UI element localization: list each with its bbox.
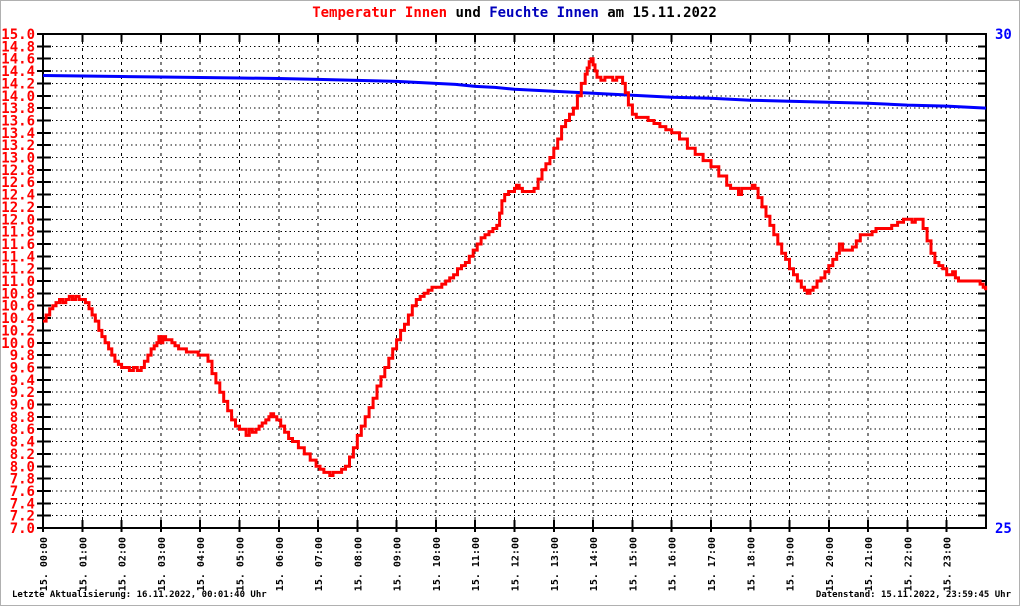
x-tick-label: 15. 07:00 <box>314 537 325 591</box>
y-left-tick-label: 7.6 <box>10 484 35 500</box>
title-connector: und <box>447 5 490 21</box>
x-tick-label: 15. 23:00 <box>943 537 954 591</box>
y-left-tick-label: 14.6 <box>1 52 35 68</box>
x-tick-label: 15. 10:00 <box>432 537 443 591</box>
x-tick-label: 15. 17:00 <box>707 537 718 591</box>
x-tick-label: 15. 03:00 <box>157 537 168 591</box>
x-tick-label: 15. 16:00 <box>668 537 679 591</box>
y-left-tick-label: 14.0 <box>1 89 35 105</box>
x-tick-label: 15. 22:00 <box>903 537 914 591</box>
y-left-tick-label: 9.6 <box>10 361 35 377</box>
x-tick-label: 15. 01:00 <box>78 537 89 591</box>
temperature-series-line <box>43 57 988 477</box>
y-left-tick-label: 12.2 <box>1 200 35 216</box>
y-left-tick-label: 11.4 <box>1 249 35 265</box>
y-left-tick-label: 7.8 <box>10 472 35 488</box>
x-tick-label: 15. 18:00 <box>746 537 757 591</box>
x-tick-label: 15. 08:00 <box>353 537 364 591</box>
y-left-tick-label: 8.2 <box>10 447 35 463</box>
y-left-tick-label: 7.0 <box>10 521 35 537</box>
plot-border <box>42 33 987 529</box>
x-tick-label: 15. 00:00 <box>39 537 50 591</box>
y-left-tick-label: 12.0 <box>1 212 35 228</box>
y-left-tick-label: 9.0 <box>10 398 35 414</box>
title-temperature-series: Temperatur Innen <box>312 5 448 21</box>
y-left-tick-label: 14.2 <box>1 76 35 92</box>
y-left-tick-label: 11.6 <box>1 237 35 253</box>
y-left-tick-label: 10.6 <box>1 299 35 315</box>
y-left-tick-label: 13.8 <box>1 101 35 117</box>
humidity-series-line <box>42 74 987 110</box>
title-humidity-series: Feuchte Innen <box>489 5 599 21</box>
y-left-tick-label: 11.0 <box>1 274 35 290</box>
x-tick-label: 15. 15:00 <box>628 537 639 591</box>
y-left-tick-label: 10.4 <box>1 311 35 327</box>
y-left-tick-label: 14.8 <box>1 39 35 55</box>
y-left-tick-label: 13.0 <box>1 151 35 167</box>
x-tick-label: 15. 02:00 <box>118 537 129 591</box>
x-tick-label: 15. 04:00 <box>196 537 207 591</box>
y-left-tick-label: 8.8 <box>10 410 35 426</box>
y-left-tick-label: 10.0 <box>1 336 35 352</box>
x-tick-label: 15. 09:00 <box>393 537 404 591</box>
y-right-min-label: 25 <box>995 521 1012 537</box>
title-date: am 15.11.2022 <box>598 5 717 21</box>
y-left-tick-label: 13.4 <box>1 126 35 142</box>
x-tick-label: 15. 14:00 <box>589 537 600 591</box>
y-left-tick-label: 8.0 <box>10 459 35 475</box>
x-tick-label: 15. 06:00 <box>275 537 286 591</box>
y-left-tick-label: 8.4 <box>10 435 35 451</box>
chart-title: Temperatur Innen und Feuchte Innen am 15… <box>43 5 986 21</box>
y-left-tick-label: 7.4 <box>10 496 35 512</box>
y-left-tick-label: 12.4 <box>1 188 35 204</box>
y-left-tick-label: 11.8 <box>1 225 35 241</box>
y-left-tick-label: 9.2 <box>10 385 35 401</box>
y-left-tick-label: 10.2 <box>1 323 35 339</box>
last-update-text: Letzte Aktualisierung: 16.11.2022, 00:01… <box>12 590 267 600</box>
x-tick-label: 15. 20:00 <box>825 537 836 591</box>
x-tick-label: 15. 21:00 <box>864 537 875 591</box>
y-left-tick-label: 14.4 <box>1 64 35 80</box>
y-right-max-label: 30 <box>995 27 1012 43</box>
y-left-tick-label: 9.4 <box>10 373 35 389</box>
y-left-tick-label: 10.8 <box>1 286 35 302</box>
y-left-tick-label: 7.2 <box>10 509 35 525</box>
y-left-tick-label: 13.2 <box>1 138 35 154</box>
x-tick-label: 15. 12:00 <box>511 537 522 591</box>
y-left-tick-label: 9.8 <box>10 348 35 364</box>
y-left-tick-label: 8.6 <box>10 422 35 438</box>
x-tick-label: 15. 19:00 <box>786 537 797 591</box>
x-tick-label: 15. 11:00 <box>471 537 482 591</box>
data-state-text: Datenstand: 15.11.2022, 23:59:45 Uhr <box>815 590 1011 600</box>
y-left-tick-label: 15.0 <box>1 27 35 43</box>
x-tick-label: 15. 05:00 <box>236 537 247 591</box>
y-left-tick-label: 11.2 <box>1 262 35 278</box>
x-tick-label: 15. 13:00 <box>550 537 561 591</box>
y-left-tick-label: 13.6 <box>1 114 35 130</box>
y-left-tick-label: 12.6 <box>1 175 35 191</box>
y-left-tick-label: 12.8 <box>1 163 35 179</box>
